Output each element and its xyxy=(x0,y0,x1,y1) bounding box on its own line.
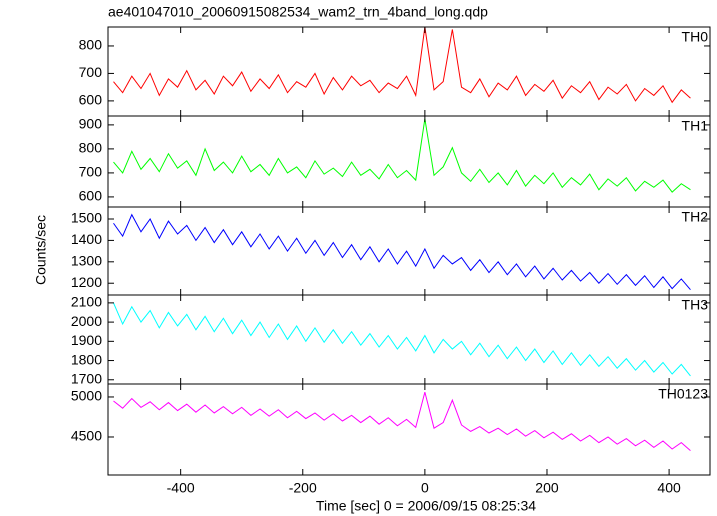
series-label: TH0123 xyxy=(658,386,708,402)
panel-frame xyxy=(107,383,711,476)
x-tick-label: -200 xyxy=(289,480,317,496)
y-tick-label: 1400 xyxy=(71,231,102,247)
panel-frame xyxy=(107,294,711,385)
y-tick-label: 700 xyxy=(79,164,103,180)
panel-frame xyxy=(107,115,711,208)
series-label: TH3 xyxy=(682,297,709,313)
y-tick-label: 1300 xyxy=(71,253,102,269)
y-tick-label: 800 xyxy=(79,37,103,53)
chart-title: ae401047010_20060915082534_wam2_trn_4ban… xyxy=(108,4,488,20)
y-tick-label: 1200 xyxy=(71,274,102,290)
y-tick-label: 1800 xyxy=(71,351,102,367)
y-tick-label: 700 xyxy=(79,64,103,80)
panel-frame xyxy=(107,26,711,117)
y-tick-label: 2100 xyxy=(71,294,102,310)
y-tick-label: 800 xyxy=(79,140,103,156)
data-line xyxy=(113,392,691,451)
series-label: TH1 xyxy=(682,118,709,134)
y-tick-label: 1500 xyxy=(71,210,102,226)
y-tick-label: 1700 xyxy=(71,370,102,386)
y-tick-label: 1900 xyxy=(71,332,102,348)
x-tick-label: 200 xyxy=(535,480,559,496)
y-tick-label: 900 xyxy=(79,116,103,132)
series-label: TH0 xyxy=(682,29,709,45)
data-line xyxy=(113,213,691,290)
data-line xyxy=(113,118,691,193)
y-tick-label: 5000 xyxy=(71,388,102,404)
y-tick-label: 600 xyxy=(79,92,103,108)
x-tick-label: 400 xyxy=(657,480,681,496)
x-tick-label: 0 xyxy=(421,480,429,496)
series-label: TH2 xyxy=(682,209,709,225)
y-axis-label: Counts/sec xyxy=(33,215,49,285)
data-line xyxy=(113,302,691,377)
x-tick-label: -400 xyxy=(167,480,195,496)
y-tick-label: 4500 xyxy=(71,428,102,444)
y-tick-label: 2000 xyxy=(71,313,102,329)
data-line xyxy=(113,27,691,104)
y-tick-label: 600 xyxy=(79,188,103,204)
x-axis-label: Time [sec] 0 = 2006/09/15 08:25:34 xyxy=(316,498,536,514)
